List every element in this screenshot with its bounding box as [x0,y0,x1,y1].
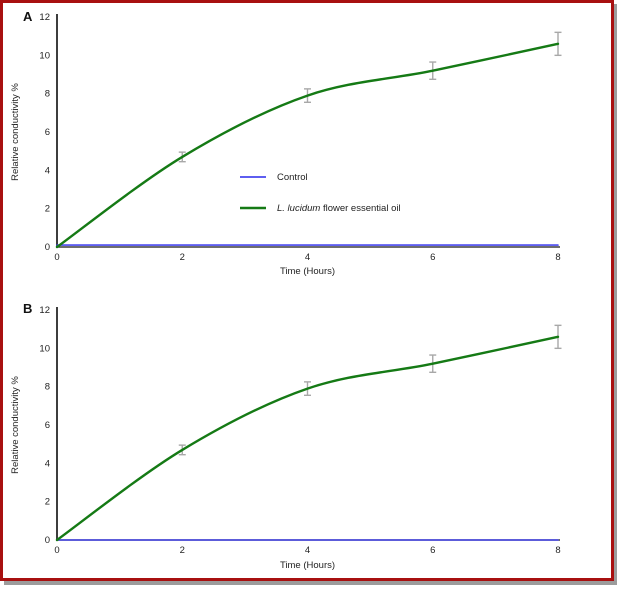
y-tick-label: 6 [45,127,50,138]
x-tick-label: 6 [430,252,435,263]
y-tick-label: 2 [45,497,50,508]
y-tick-label: 10 [39,343,50,354]
x-tick-label: 2 [180,252,185,263]
x-tick-label: 0 [54,545,59,556]
x-tick-label: 8 [555,252,560,263]
panel-label: B [23,301,32,316]
panel-label: A [23,9,33,24]
y-tick-label: 4 [45,165,50,176]
y-tick-label: 12 [39,305,50,316]
x-axis-title: Time (Hours) [280,266,335,277]
y-tick-label: 8 [45,89,50,100]
panel-a: A 0 2 4 6 8 10 12 0 2 4 6 8 Relative conductivity % Ti… [3,3,611,293]
y-tick-label: 10 [39,50,50,61]
chart-b: B 0 2 4 6 8 10 12 0 2 4 6 8 Relative conductivity % Ti… [10,301,562,571]
y-axis-title: Relative conductivity % [10,376,21,474]
y-tick-label: 6 [45,420,50,431]
y-tick-label: 0 [45,242,50,253]
y-tick-label: 12 [39,12,50,23]
y-axis-title: Relative conductivity % [10,83,21,181]
x-axis-title: Time (Hours) [280,560,335,571]
x-tick-label: 4 [305,545,310,556]
y-tick-label: 2 [45,204,50,215]
chart-a: A 0 2 4 6 8 10 12 0 2 4 6 8 Relative conductivity % Ti… [10,9,562,277]
series-line-1 [55,335,560,542]
x-tick-label: 0 [54,252,59,263]
x-tick-label: 2 [180,545,185,556]
x-tick-label: 4 [305,252,310,263]
x-tick-label: 8 [555,545,560,556]
x-tick-label: 6 [430,545,435,556]
y-tick-label: 4 [45,458,50,469]
y-tick-label: 8 [45,382,50,393]
legend-label-1: L. lucidum flower essential oil [277,203,401,214]
legend-label-0: Control [277,172,308,183]
y-tick-label: 0 [45,535,50,546]
panel-b: B 0 2 4 6 8 10 12 0 2 4 6 8 Relative conductivity % Ti… [3,293,611,578]
series-line-1 [55,42,560,249]
